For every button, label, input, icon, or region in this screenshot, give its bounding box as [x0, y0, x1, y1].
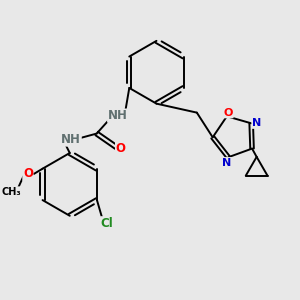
Text: Cl: Cl — [101, 217, 113, 230]
Text: O: O — [116, 142, 126, 155]
Text: CH₃: CH₃ — [2, 187, 21, 197]
Text: O: O — [23, 167, 33, 180]
Text: O: O — [224, 108, 233, 118]
Text: N: N — [252, 118, 261, 128]
Text: NH: NH — [61, 133, 81, 146]
Text: NH: NH — [108, 109, 127, 122]
Text: N: N — [222, 158, 231, 168]
